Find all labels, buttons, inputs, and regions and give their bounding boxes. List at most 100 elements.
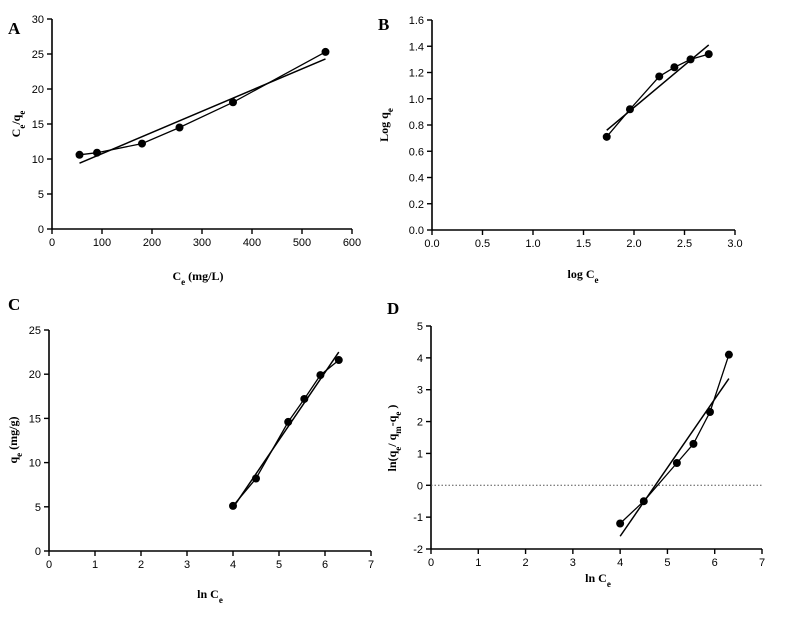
panel-a-fit-line [79, 58, 326, 164]
panel-d-data-point [705, 408, 714, 417]
panel-a-data-point [175, 123, 184, 132]
panel-b-letter: B [378, 15, 389, 34]
panel-b-ylabel: Log qe [377, 108, 395, 142]
panel-b-y-tick-label: 1.2 [409, 68, 424, 80]
panel-b-x-tick-label: 0.0 [424, 238, 439, 250]
panel-a-y-tick-label: 20 [32, 84, 44, 96]
panel-b-data-curve [606, 53, 709, 138]
panel-a-x-tick-label: 600 [343, 237, 361, 249]
panel-d-y-tick-label: -2 [413, 544, 423, 556]
panel-a-x-tick-label: 500 [293, 237, 311, 249]
panel-d-x-tick-label: 2 [523, 557, 529, 569]
panel-d-y-tick-label: 0 [417, 480, 423, 492]
panel-c-data-point [300, 394, 309, 403]
panel-c-ylabel: qe (mg/g) [6, 416, 24, 463]
panel-d-data-point [672, 458, 681, 467]
panel-d-letter: D [387, 299, 399, 318]
panel-d-y-tick-label: 3 [417, 385, 423, 397]
panel-c-y-tick-label: 0 [35, 546, 41, 558]
panel-b-y-tick-label: 0.6 [409, 146, 424, 158]
panel-a-y-tick-label: 15 [32, 119, 44, 131]
panel-d-data-point [616, 519, 625, 528]
panel-b-y-tick-label: 1.4 [409, 41, 424, 53]
panel-b-data-point [704, 50, 713, 59]
panel-b-data-point [625, 105, 634, 114]
panel-c-data-point [252, 474, 260, 483]
panel-b-y-tick-label: 1.0 [409, 94, 424, 106]
panel-d-x-tick-label: 3 [570, 557, 576, 569]
panel-a-ylabel: Ce/qe [9, 111, 27, 138]
panel-a-letter: A [8, 19, 21, 38]
panel-a-data-point [229, 98, 237, 107]
panel-b-y-tick-label: 0.8 [409, 120, 424, 132]
panel-c-letter: C [8, 295, 20, 314]
panel-d-x-tick-label: 1 [475, 557, 481, 569]
panel-a-x-tick-label: 100 [93, 237, 111, 249]
panel-d-data-point [639, 497, 648, 506]
panel-d-data-curve [619, 354, 730, 524]
panel-c-x-tick-label: 7 [368, 559, 374, 571]
panel-c-y-tick-label: 15 [29, 413, 41, 425]
panel-c-x-tick-label: 6 [322, 559, 328, 571]
panel-d: D 0 1 2 3 4 5 6 7 -2 -1 0 1 2 3 4 5 ln Ce ln(qe/ qm-qe … [385, 299, 765, 589]
panel-a-data-point [75, 150, 84, 159]
panel-c-data-point [334, 356, 343, 365]
panel-b-x-tick-label: 1.0 [525, 238, 540, 250]
panel-b-plot: 0.0 0.5 1.0 1.5 2.0 2.5 3.0 0.0 0.2 0.4 0.6 0.8 1.0 1… [409, 15, 743, 250]
panel-c-data-point [316, 371, 325, 380]
panel-a-x-tick-label: 300 [193, 237, 211, 249]
panel-d-x-tick-label: 5 [664, 557, 670, 569]
panel-c-x-tick-label: 5 [276, 559, 282, 571]
panel-c-xlabel: ln Ce [197, 587, 223, 605]
panel-c: C 0 1 2 3 4 5 6 7 0 5 10 15 20 25 ln Ce qe (mg/g) [6, 295, 374, 605]
panel-d-y-tick-label: -1 [413, 512, 423, 524]
panel-d-x-tick-label: 6 [712, 557, 718, 569]
panel-d-data-point [689, 439, 698, 448]
panel-d-xlabel: ln Ce [585, 571, 611, 589]
panel-b-data-point [655, 72, 664, 81]
panel-d-y-tick-label: 1 [417, 448, 423, 460]
panel-c-x-tick-label: 1 [92, 559, 98, 571]
panel-d-data-point [724, 350, 733, 359]
panel-b-y-tick-label: 1.6 [409, 15, 424, 27]
panel-b-x-tick-label: 2.0 [626, 238, 641, 250]
panel-d-ylabel: ln(qe/ qm-qe ) [385, 405, 403, 472]
panel-a-y-tick-label: 30 [32, 14, 44, 26]
panel-c-data-point [284, 417, 293, 426]
panel-b-y-tick-label: 0.4 [409, 173, 424, 185]
panel-c-y-tick-label: 25 [29, 325, 41, 337]
panel-d-y-tick-label: 4 [417, 353, 423, 365]
panel-b-xlabel: log Ce [568, 267, 599, 285]
panel-a-y-tick-label: 0 [38, 224, 44, 236]
panel-c-y-tick-label: 20 [29, 369, 41, 381]
panel-a-y-tick-label: 10 [32, 154, 44, 166]
panel-a-x-tick-label: 0 [49, 237, 55, 249]
panel-d-fit-line [619, 378, 730, 537]
panel-c-y-tick-label: 10 [29, 458, 41, 470]
panel-c-x-tick-label: 2 [138, 559, 144, 571]
panel-a-data-curve [79, 51, 326, 156]
panel-a-plot: 0 100 200 300 400 500 600 0 5 10 15 20 25 30 [32, 14, 361, 249]
panel-a-data-point [321, 47, 330, 56]
panel-b-x-tick-label: 1.5 [576, 238, 591, 250]
panel-b-data-point [602, 132, 611, 141]
panel-a-xlabel: Ce (mg/L) [173, 269, 224, 287]
panel-b-y-tick-label: 0.2 [409, 199, 424, 211]
panel-c-x-tick-label: 4 [230, 559, 236, 571]
panel-c-plot: 0 1 2 3 4 5 6 7 0 5 10 15 20 25 [29, 325, 374, 571]
panel-a-y-tick-label: 5 [38, 189, 44, 201]
panel-a-x-tick-label: 400 [243, 237, 261, 249]
panel-d-y-tick-label: 5 [417, 321, 423, 333]
panel-a-data-point [93, 148, 101, 157]
panel-b-x-tick-label: 0.5 [475, 238, 490, 250]
panel-b-x-tick-label: 2.5 [677, 238, 692, 250]
panel-b-y-tick-label: 0.0 [409, 225, 424, 237]
panel-b-x-tick-label: 3.0 [727, 238, 742, 250]
panel-a-data-point [138, 139, 146, 148]
panel-b-data-point [686, 55, 695, 64]
panel-d-x-tick-label: 0 [428, 557, 434, 569]
panel-b-data-point [670, 63, 679, 72]
panel-d-y-tick-label: 2 [417, 417, 423, 429]
panel-d-plot: 0 1 2 3 4 5 6 7 -2 -1 0 1 2 3 4 5 [413, 321, 765, 569]
